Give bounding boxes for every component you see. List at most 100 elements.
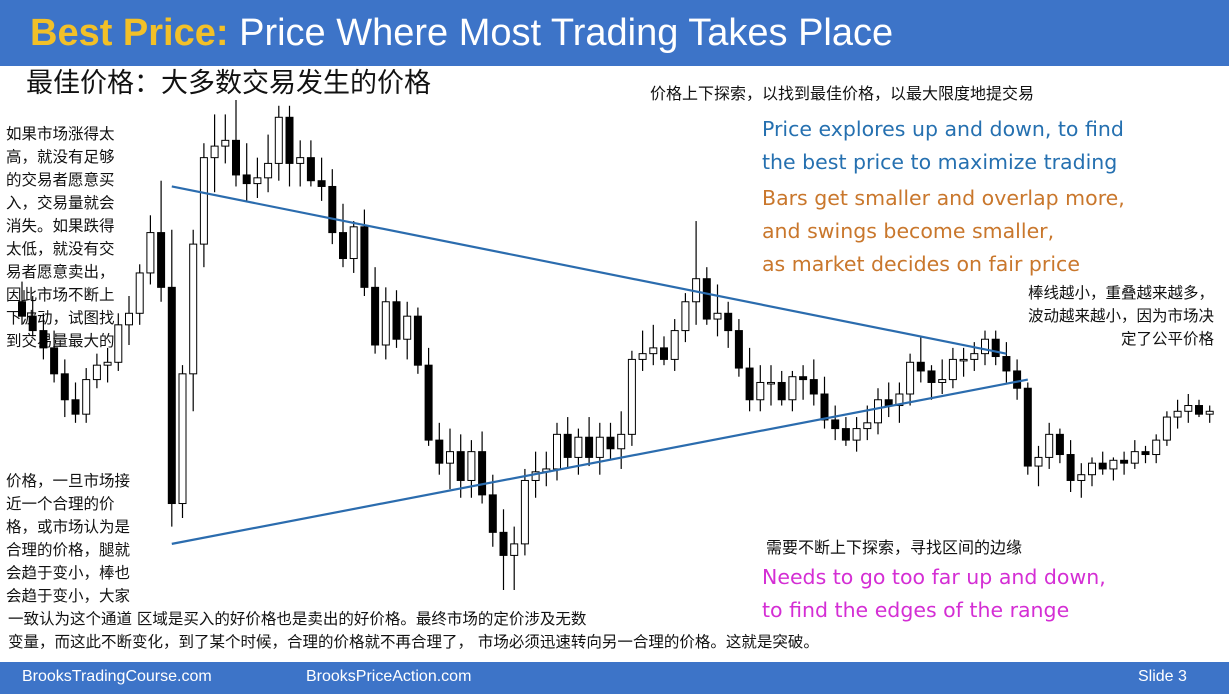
candle <box>1109 457 1118 481</box>
candle <box>296 140 305 187</box>
bear-candle-body <box>499 531 508 556</box>
candle <box>82 368 91 423</box>
bull-candle-body <box>210 145 219 159</box>
footer-course-link[interactable]: BrooksTradingCourse.com <box>22 668 212 685</box>
candle <box>895 382 904 423</box>
candle <box>510 526 519 590</box>
bear-candle-body <box>585 436 594 458</box>
chinese-bottom-note: 一致认为这个通道 区域是买入的好价格也是卖出的好价格。最终市场的定价涉及无数 变… <box>8 608 1018 654</box>
bear-candle-body <box>841 428 850 441</box>
bull-candle-body <box>874 399 882 424</box>
candle <box>488 474 497 547</box>
candle <box>756 365 765 412</box>
bear-candle-body <box>50 347 59 375</box>
bear-candle-body <box>831 419 840 430</box>
bear-candle-body <box>488 494 497 533</box>
candle <box>499 509 508 590</box>
bull-candle-body <box>649 347 658 355</box>
bull-candle-body <box>1034 456 1043 467</box>
candle <box>938 359 947 394</box>
bear-candle-body <box>724 312 733 332</box>
bull-candle-body <box>938 379 947 383</box>
bull-candle-body <box>756 381 765 401</box>
bear-candle-body <box>991 338 1000 358</box>
candle <box>92 353 101 389</box>
candle <box>39 313 48 360</box>
candle <box>1066 440 1075 492</box>
candle <box>371 267 380 354</box>
bear-candle-body <box>660 347 668 360</box>
bear-candle-body <box>306 157 315 182</box>
candle <box>574 428 583 475</box>
candle <box>627 350 636 446</box>
slide-number: Slide 3 <box>1138 668 1187 685</box>
chinese-left-note-bottom: 价格，一旦市场接 近一个合理的价 格，或市场认为是 合理的价格，腿就 会趋于变小… <box>6 470 164 608</box>
bear-candle-body <box>371 286 380 346</box>
candle <box>1162 411 1171 446</box>
candle <box>1173 399 1182 429</box>
bear-candle-body <box>435 439 444 464</box>
candle <box>916 336 925 383</box>
lower-trendline <box>171 378 1029 545</box>
bear-candle-body <box>799 376 808 381</box>
bull-candle-body <box>767 381 775 385</box>
candle <box>232 100 240 187</box>
candle <box>253 157 262 198</box>
text-line: 到交易量最大的 <box>6 332 115 350</box>
candle <box>638 330 647 371</box>
candle <box>71 382 80 423</box>
bull-candle-body <box>1130 451 1139 464</box>
candle <box>606 422 615 461</box>
bull-candle-body <box>1205 410 1214 415</box>
candle <box>392 290 401 348</box>
text-line: 如果市场涨得太 <box>6 125 115 143</box>
candle <box>788 370 797 412</box>
bull-candle-body <box>574 436 583 458</box>
candle <box>1055 428 1064 464</box>
candle <box>456 434 465 498</box>
bull-candle-body <box>852 428 861 441</box>
text-line: Bars get smaller and overlap more, <box>762 186 1125 210</box>
bear-candle-body <box>927 370 936 383</box>
bull-candle-body <box>788 376 797 401</box>
candle <box>478 431 487 504</box>
candle <box>317 157 326 201</box>
bear-candle-body <box>1195 405 1203 415</box>
candle <box>274 105 283 181</box>
bull-candle-body <box>1077 474 1086 481</box>
candle <box>210 114 219 193</box>
candle <box>1045 422 1054 469</box>
bear-candle-body <box>702 278 711 320</box>
bear-candle-body <box>157 232 166 288</box>
candle <box>381 287 390 360</box>
text-line: 变量，而这此不断变化，到了某个时候，合理的价格就不再合理了， 市场必须迅速转向另… <box>8 633 819 651</box>
candle <box>424 347 433 446</box>
bull-candle-body <box>1184 405 1193 412</box>
bull-candle-body <box>381 301 390 346</box>
bear-candle-body <box>242 174 251 185</box>
text-line: 定了公平价格 <box>1120 330 1214 348</box>
candle <box>114 313 123 371</box>
candle <box>1023 382 1032 475</box>
text-line: 会趋于变小，棒也 <box>6 564 131 582</box>
candle <box>306 140 315 187</box>
bear-candle-body <box>413 315 422 366</box>
candle <box>1013 359 1022 400</box>
text-line: 消失。如果跌得 <box>6 217 115 235</box>
candle <box>927 365 936 400</box>
bull-candle-body <box>595 436 604 458</box>
text-line: to find the edges of the range <box>762 598 1070 622</box>
magenta-english-note: Needs to go too far up and down, to find… <box>762 561 1106 627</box>
bull-candle-body <box>264 162 273 179</box>
bull-candle-body <box>1173 410 1182 418</box>
candle <box>1195 399 1203 418</box>
footer-site-link[interactable]: BrooksPriceAction.com <box>306 668 472 685</box>
candle <box>125 296 133 345</box>
text-line: 的交易者愿意买 <box>6 171 115 189</box>
candle <box>446 428 454 490</box>
candle <box>520 468 529 556</box>
text-line: 棒线越小，重叠越来越多， <box>1027 284 1214 302</box>
bull-candle-body <box>1162 416 1171 441</box>
candle <box>157 180 166 302</box>
text-line: 格，或市场认为是 <box>6 518 131 536</box>
